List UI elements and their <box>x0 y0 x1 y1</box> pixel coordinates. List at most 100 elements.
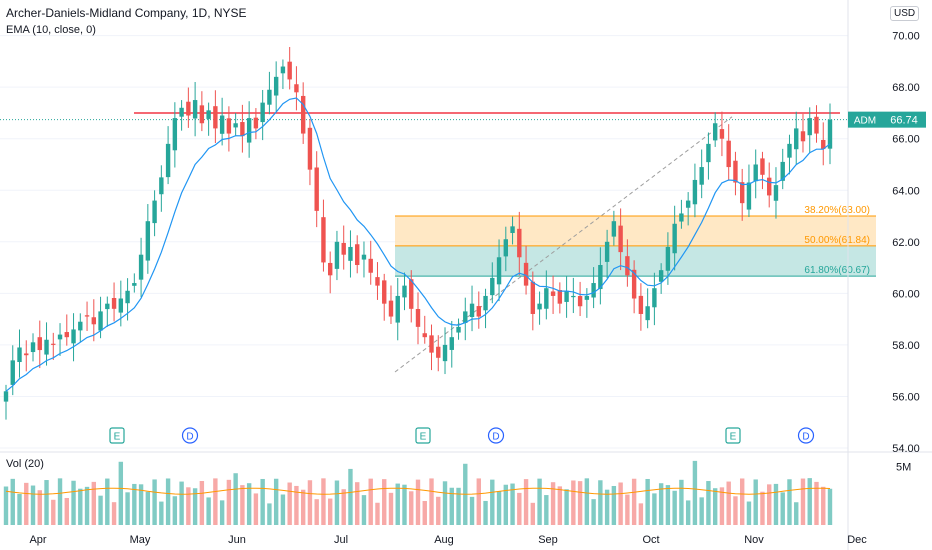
volume-bar <box>577 481 583 525</box>
candle-body <box>192 100 198 119</box>
candle-body <box>3 391 9 402</box>
volume-bar <box>517 492 522 525</box>
candle-body <box>699 167 704 185</box>
volume-bar <box>699 497 704 525</box>
volume-bar <box>537 478 542 525</box>
candle-body <box>334 241 340 269</box>
volume-bar <box>355 482 360 525</box>
volume-bar <box>523 479 529 525</box>
volume-bar <box>739 478 745 525</box>
volume-bar <box>604 489 610 525</box>
candle-body <box>496 257 502 285</box>
candle-body <box>618 225 623 253</box>
candle-body <box>564 290 569 302</box>
volume-bar <box>442 481 448 525</box>
price-tick-label: 64.00 <box>892 185 920 197</box>
volume-bar <box>125 492 130 525</box>
volume-bar <box>658 483 664 525</box>
currency-label[interactable]: USD <box>890 6 920 21</box>
volume-bar <box>638 503 644 525</box>
candle-body <box>138 254 144 280</box>
candle-body <box>111 298 117 309</box>
volume-bar <box>760 491 765 525</box>
price-tick-label: 56.00 <box>892 391 920 403</box>
candle-body <box>186 101 191 116</box>
time-axis[interactable]: Apr May Jun Jul Aug Sep Oct Nov Dec <box>29 534 867 546</box>
volume-bar <box>510 483 515 525</box>
candle-body <box>672 223 677 254</box>
candle-body <box>246 118 252 143</box>
volume-bar <box>192 488 198 525</box>
candle-body <box>199 105 205 124</box>
candle-body <box>179 107 184 117</box>
volume-bar <box>625 494 630 525</box>
candle-body <box>692 179 698 205</box>
volume-bar <box>375 502 380 525</box>
volume-bar <box>591 499 596 525</box>
volume-bar <box>152 479 157 525</box>
candle-body <box>84 315 90 317</box>
volume-bar <box>496 491 502 525</box>
volume-bar <box>733 496 738 525</box>
candle-body <box>260 102 265 123</box>
volume-bar <box>503 484 509 525</box>
volume-label[interactable]: Vol (20) <box>6 458 44 470</box>
candle-body <box>213 106 218 129</box>
candle-body <box>10 360 15 385</box>
svg-text:D: D <box>492 432 499 443</box>
candle-body <box>577 296 583 307</box>
candle-body <box>30 342 36 353</box>
candle-body <box>375 277 380 286</box>
volume-bar <box>821 486 826 525</box>
volume-bar <box>598 480 603 525</box>
candle-body <box>17 347 22 363</box>
candle-body <box>469 303 475 318</box>
candle-body <box>348 246 353 261</box>
volume-bar <box>314 499 319 525</box>
ema-polyline <box>5 97 831 392</box>
dividend-marker: D <box>797 427 815 444</box>
candle-body <box>800 131 806 142</box>
time-tick-label: May <box>130 534 151 546</box>
volume-bar <box>631 478 637 525</box>
volume-bar <box>409 491 414 525</box>
candle-body <box>388 300 394 317</box>
volume-bar <box>17 493 22 525</box>
volume-bar <box>368 478 373 525</box>
candle-body <box>240 122 245 137</box>
volume-bar <box>30 485 36 525</box>
volume-bar <box>71 480 76 525</box>
candle-body <box>476 306 481 317</box>
volume-bar <box>51 499 56 525</box>
candle-body <box>773 185 779 201</box>
candle-body <box>98 311 103 331</box>
volume-bar <box>665 485 671 525</box>
candle-body <box>51 343 56 345</box>
time-tick-label: Jul <box>334 534 348 546</box>
volume-bar <box>679 479 684 525</box>
volume-bar <box>10 478 15 525</box>
volume-bar <box>692 460 698 525</box>
volume-bar <box>787 479 792 525</box>
volume-bar <box>726 481 731 525</box>
volume-bar <box>132 483 137 525</box>
volume-bar <box>672 490 677 525</box>
price-tick-label: 60.00 <box>892 288 920 300</box>
candle-body <box>429 335 434 353</box>
candle-body <box>625 256 630 276</box>
volume-bar <box>219 500 225 525</box>
candle-body <box>105 303 110 310</box>
candle-body <box>422 333 427 338</box>
fibonacci-retracement[interactable]: 38.20%(63.00) 50.00%(61.84) 61.80%(60.67) <box>395 205 876 277</box>
candle-body <box>665 246 671 271</box>
volume-bar <box>172 496 178 525</box>
candle-body <box>739 182 745 204</box>
candle-body <box>219 115 225 134</box>
volume-bar <box>800 478 806 525</box>
volume-bar <box>105 478 110 525</box>
candle-body <box>402 285 407 298</box>
indicator-label[interactable]: EMA (10, close, 0) <box>6 24 96 36</box>
